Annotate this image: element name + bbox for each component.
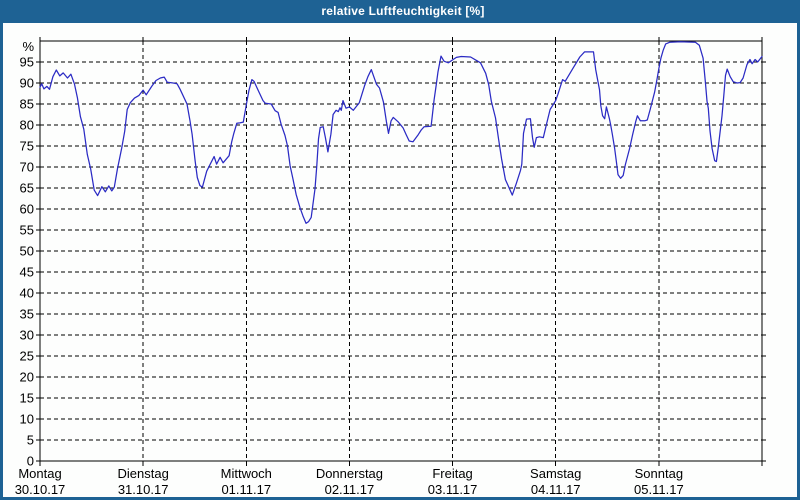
x-day-label: Donnerstag — [316, 466, 383, 481]
x-date-label: 01.11.17 — [221, 482, 271, 497]
y-tick-label: 0 — [27, 454, 34, 469]
x-date-label: 03.11.17 — [428, 482, 478, 497]
title-bar: relative Luftfeuchtigkeit [%] — [0, 0, 800, 23]
x-day-label: Freitag — [432, 466, 472, 481]
x-day-label: Samstag — [530, 466, 581, 481]
x-day-label: Mittwoch — [221, 466, 272, 481]
y-tick-label: 15 — [20, 391, 34, 406]
y-tick-label: 75 — [20, 139, 34, 154]
y-tick-label: 35 — [20, 307, 34, 322]
y-tick-label: 5 — [27, 433, 34, 448]
x-date-label: 31.10.17 — [118, 482, 169, 497]
y-tick-label: 65 — [20, 181, 34, 196]
y-tick-label: 55 — [20, 223, 34, 238]
x-day-label: Montag — [18, 466, 61, 481]
y-tick-label: 85 — [20, 97, 34, 112]
y-tick-label: 30 — [20, 328, 34, 343]
y-tick-label: 25 — [20, 349, 34, 364]
y-tick-label: 40 — [20, 286, 34, 301]
y-tick-label: 80 — [20, 118, 34, 133]
y-tick-label: 50 — [20, 244, 34, 259]
x-date-label: 05.11.17 — [634, 482, 684, 497]
y-tick-label: 95 — [20, 55, 34, 70]
y-tick-label: 70 — [20, 160, 34, 175]
y-tick-label: 20 — [20, 370, 34, 385]
x-date-label: 02.11.17 — [325, 482, 375, 497]
y-tick-label: 45 — [20, 265, 34, 280]
x-date-label: 04.11.17 — [531, 482, 581, 497]
x-day-label: Dienstag — [117, 466, 168, 481]
y-tick-label: 10 — [20, 412, 34, 427]
y-tick-label: 90 — [20, 76, 34, 91]
y-tick-label: 60 — [20, 202, 34, 217]
x-day-label: Sonntag — [635, 466, 683, 481]
x-date-label: 30.10.17 — [15, 482, 66, 497]
humidity-data-line — [39, 41, 763, 224]
chart-title: relative Luftfeuchtigkeit [%] — [321, 4, 485, 18]
y-axis-unit-label: % — [22, 39, 34, 54]
